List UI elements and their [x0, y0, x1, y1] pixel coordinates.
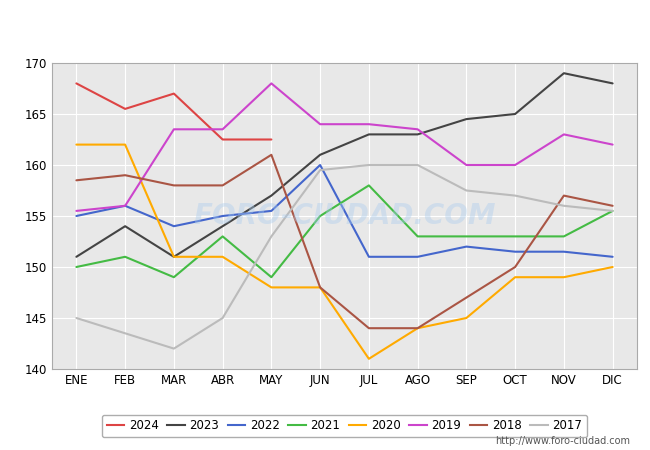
- Text: FORO-CIUDAD.COM: FORO-CIUDAD.COM: [193, 202, 496, 230]
- Text: Afiliados en Sora a 31/5/2024: Afiliados en Sora a 31/5/2024: [192, 18, 458, 36]
- Legend: 2024, 2023, 2022, 2021, 2020, 2019, 2018, 2017: 2024, 2023, 2022, 2021, 2020, 2019, 2018…: [102, 415, 587, 437]
- Text: http://www.foro-ciudad.com: http://www.foro-ciudad.com: [495, 436, 630, 446]
